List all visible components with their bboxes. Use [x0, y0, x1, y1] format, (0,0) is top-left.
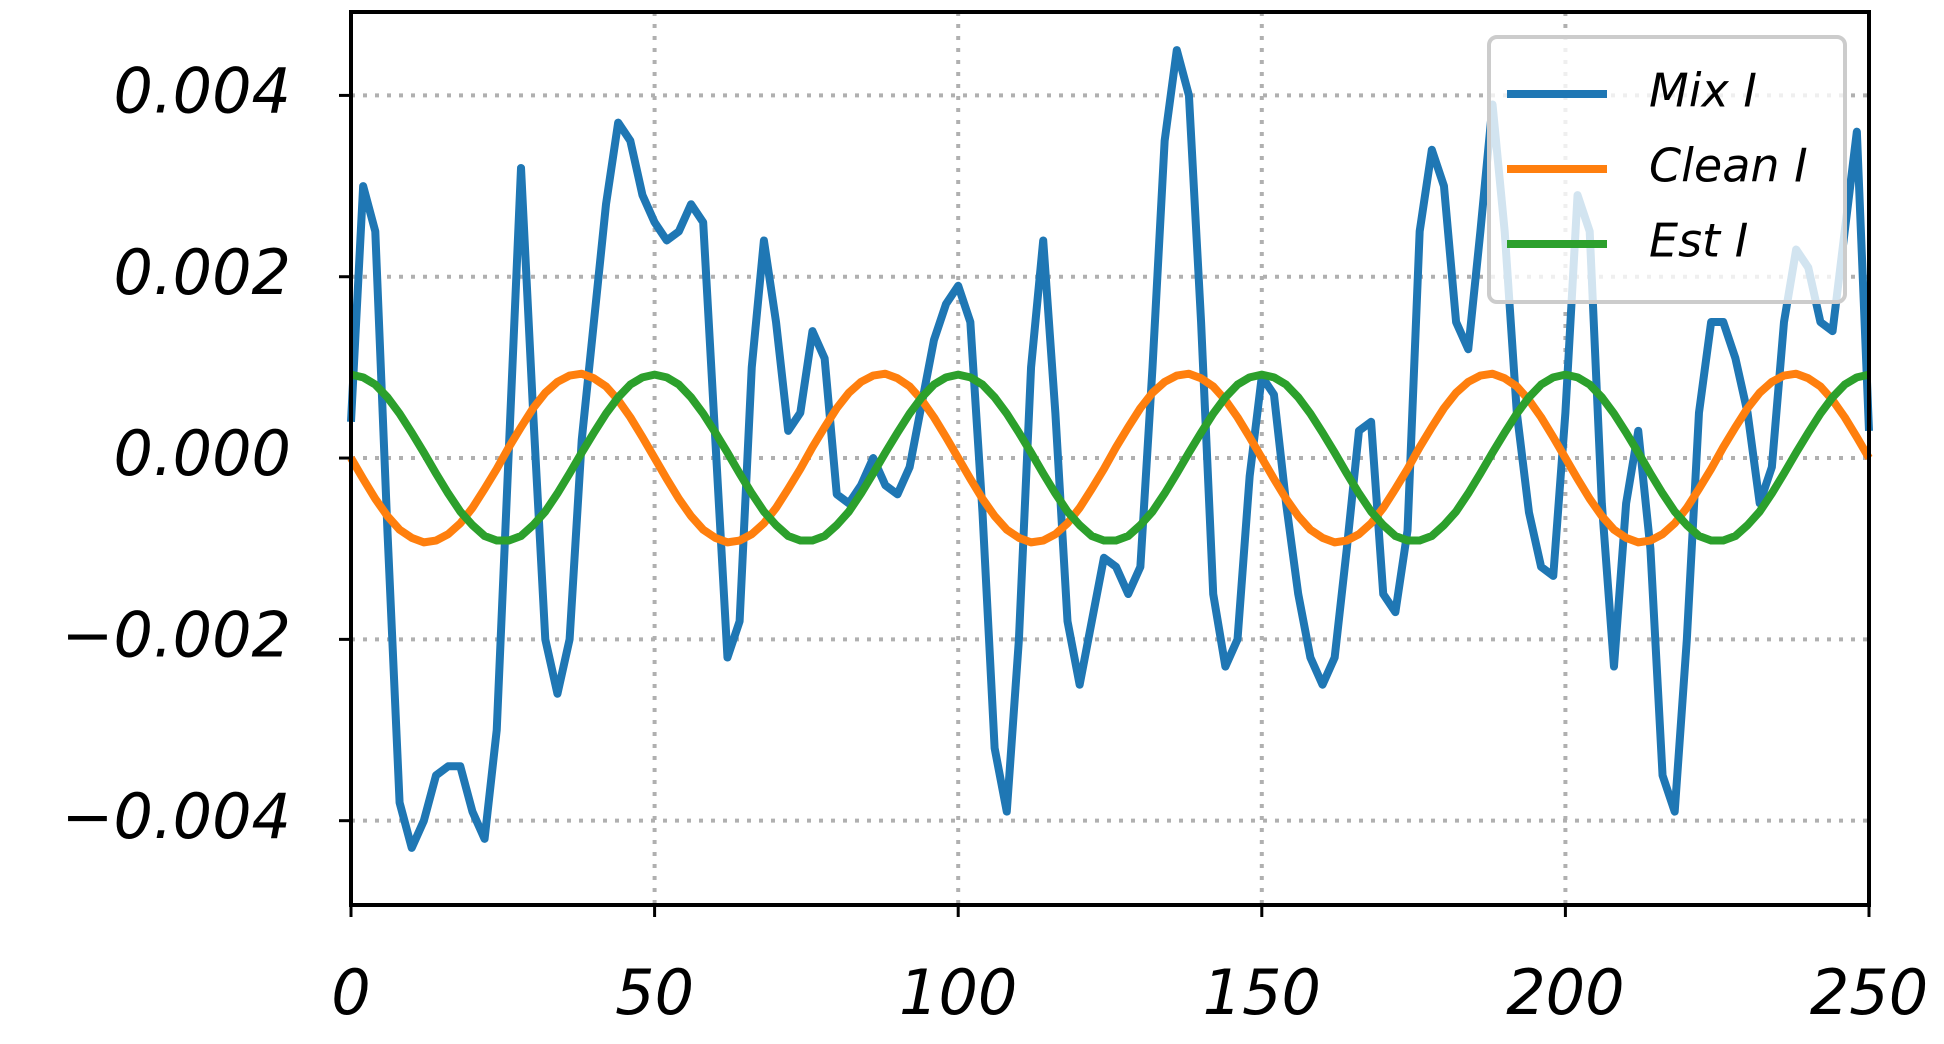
legend-label: Clean I	[1649, 139, 1808, 193]
y-tick-label: 0.002	[114, 236, 292, 309]
series-line	[350, 370, 1870, 545]
y-tick-label: −0.002	[62, 598, 291, 671]
legend-label: Est I	[1649, 214, 1748, 268]
x-tick-label: 250	[1810, 956, 1928, 1029]
x-tick-label: 150	[1203, 956, 1321, 1029]
legend-label: Mix I	[1649, 64, 1757, 118]
x-tick-label: 0	[331, 956, 370, 1029]
legend-box	[1487, 35, 1847, 304]
legend: Mix I Clean I Est I	[1487, 35, 1847, 304]
x-tick-label: 100	[899, 956, 1017, 1029]
series-line	[347, 369, 1873, 547]
series-line	[347, 46, 1873, 852]
x-tick-label: 200	[1506, 956, 1624, 1029]
y-tick-label: 0.004	[114, 55, 292, 128]
plot-frame	[349, 10, 1871, 907]
y-tick-label: 0.000	[114, 417, 292, 490]
x-tick-label: 50	[615, 956, 694, 1029]
y-tick-label: −0.004	[62, 780, 291, 853]
